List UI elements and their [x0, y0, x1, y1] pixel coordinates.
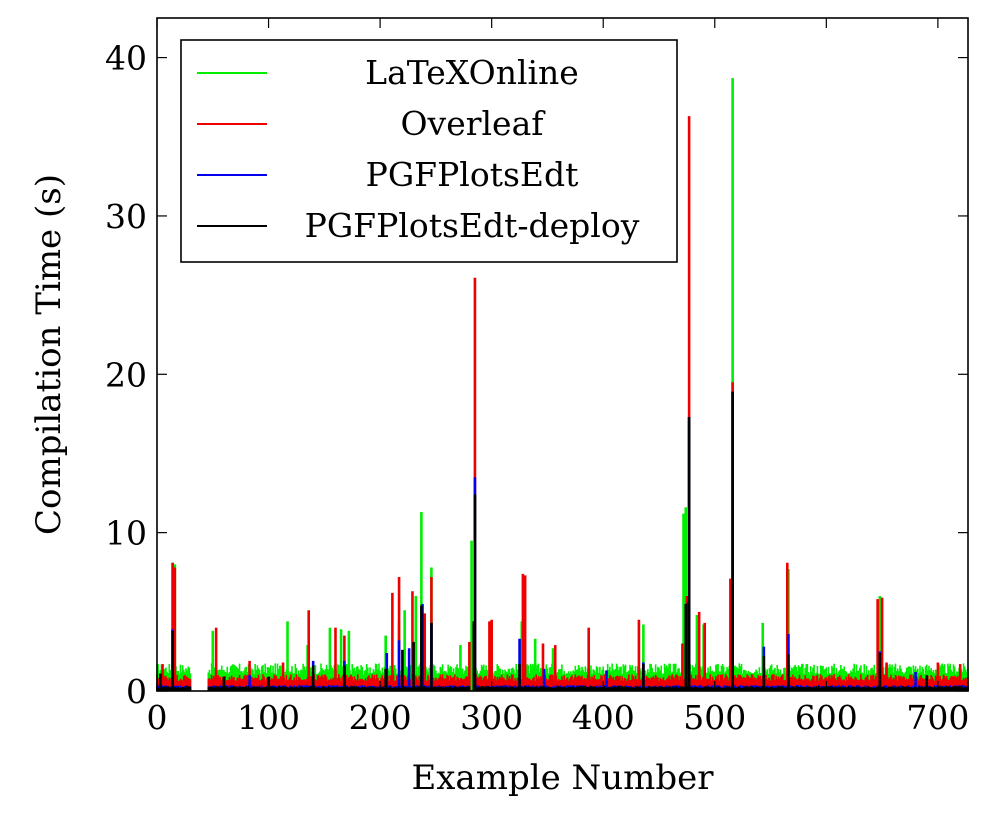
series-pgfplotsedt-deploy: [156, 391, 969, 691]
axes-layer: 0 100 200 300 400 500 600 700 0 10 20 30 40: [105, 17, 969, 737]
x-tick-label: 400: [572, 698, 635, 737]
y-axis-title: Compilation Time (s): [29, 174, 69, 535]
x-tick-label: 600: [795, 698, 858, 737]
legend-label: PGFPlotsEdt: [366, 155, 579, 194]
x-tick-label: 100: [237, 698, 300, 737]
x-tick-label: 200: [349, 698, 412, 737]
x-tick-label: 300: [460, 698, 523, 737]
legend: LaTeXOnline Overleaf PGFPlotsEdt PGFPlotsEd…: [180, 39, 678, 263]
legend-label: LaTeXOnline: [365, 53, 579, 92]
plot-frame: [156, 17, 969, 692]
series-layer: [156, 78, 969, 691]
x-tick-label: 0: [147, 698, 168, 737]
y-tick-label: 10: [105, 514, 147, 553]
y-tick-label: 0: [126, 672, 147, 711]
y-tick-label: 40: [105, 39, 147, 78]
legend-label: PGFPlotsEdt-deploy: [305, 206, 640, 245]
y-tick-label: 30: [105, 197, 147, 236]
x-axis-title: Example Number: [411, 758, 714, 798]
series-pgfplotsedt: [156, 391, 969, 691]
y-tick-label: 20: [105, 355, 147, 394]
x-tick-label: 500: [683, 698, 746, 737]
legend-label: Overleaf: [401, 104, 547, 143]
x-tick-label: 700: [906, 698, 969, 737]
